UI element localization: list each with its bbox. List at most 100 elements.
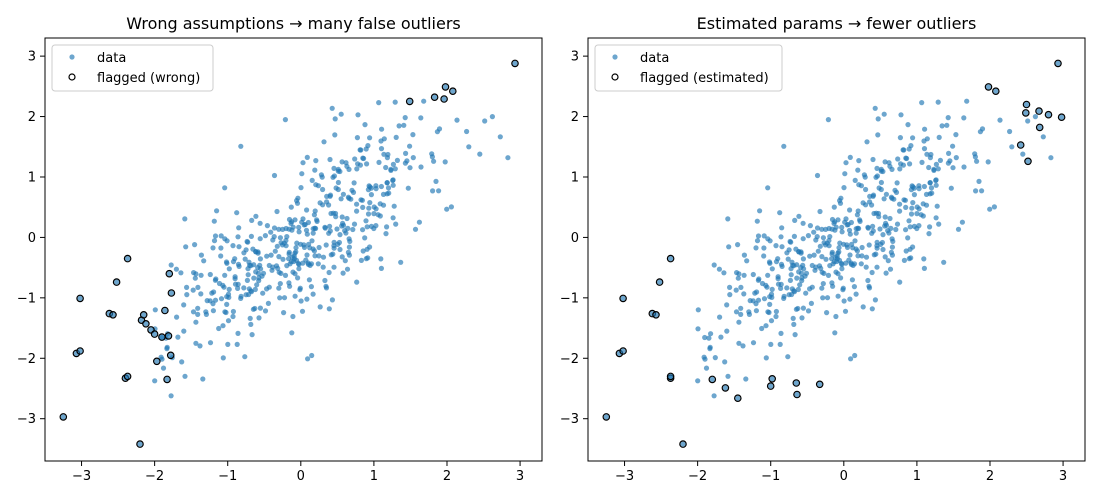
- data-point: [880, 246, 886, 253]
- data-point: [212, 297, 219, 303]
- data-point: [824, 295, 831, 301]
- data-point: [401, 122, 407, 128]
- flagged-point: [165, 269, 174, 278]
- data-point: [787, 277, 794, 283]
- data-point: [889, 244, 896, 250]
- data-point: [898, 161, 904, 167]
- data-point: [869, 202, 875, 208]
- data-point: [311, 212, 317, 218]
- data-point: [298, 185, 304, 191]
- data-point: [848, 356, 854, 362]
- data-point: [836, 245, 842, 251]
- flagged-point: [153, 357, 161, 366]
- data-point: [274, 243, 280, 249]
- data-point: [337, 232, 343, 238]
- data-point: [276, 254, 282, 260]
- data-point: [310, 291, 316, 297]
- data-point: [416, 219, 422, 225]
- data-point: [765, 185, 771, 191]
- data-point: [1040, 134, 1046, 140]
- data-point: [880, 232, 886, 238]
- data-point: [436, 126, 443, 132]
- data-point: [897, 279, 903, 285]
- right-data-points: [695, 98, 1054, 399]
- data-point: [926, 231, 932, 237]
- data-point: [304, 252, 310, 258]
- data-point: [290, 224, 296, 230]
- data-point: [466, 144, 472, 150]
- flagged-point-fill: [769, 376, 775, 382]
- data-point: [201, 258, 207, 264]
- flagged-point: [1057, 113, 1066, 122]
- data-point: [761, 233, 767, 239]
- data-point: [317, 304, 323, 310]
- data-point: [819, 254, 825, 260]
- data-point: [436, 188, 442, 194]
- data-point: [897, 166, 903, 172]
- data-point: [383, 164, 389, 171]
- data-point: [1009, 144, 1015, 150]
- data-point: [887, 163, 893, 169]
- data-point: [326, 306, 332, 312]
- data-point: [331, 173, 337, 179]
- data-point: [207, 340, 214, 346]
- data-point: [254, 282, 260, 288]
- data-point: [299, 219, 305, 225]
- data-point: [316, 244, 322, 251]
- data-point: [1032, 114, 1038, 120]
- y-tick-label: 2: [571, 110, 579, 125]
- data-point: [275, 265, 281, 271]
- data-point: [271, 172, 278, 179]
- right-panel: Estimated params → fewer outliers −3 −2 −1…: [560, 14, 1086, 484]
- x-tick-label: 2: [443, 469, 451, 484]
- data-point: [855, 225, 861, 231]
- data-point: [840, 287, 846, 293]
- data-point: [355, 161, 361, 167]
- data-point: [448, 204, 454, 210]
- data-point: [905, 235, 911, 241]
- data-point: [216, 280, 223, 287]
- data-point: [384, 180, 390, 186]
- x-tick-label: 3: [516, 469, 524, 484]
- data-point: [396, 123, 402, 129]
- data-point: [852, 352, 858, 359]
- data-point: [860, 304, 866, 310]
- data-point: [390, 177, 396, 183]
- data-point: [870, 223, 876, 229]
- data-point: [259, 273, 265, 279]
- data-point: [322, 277, 328, 284]
- data-point: [841, 185, 847, 191]
- data-point: [897, 135, 904, 141]
- data-point: [230, 243, 236, 249]
- data-point: [906, 218, 912, 224]
- data-point: [380, 202, 387, 208]
- data-point: [287, 283, 293, 289]
- data-point: [807, 223, 814, 229]
- data-point: [331, 243, 337, 249]
- data-point: [296, 229, 302, 235]
- y-tick-label: 3: [28, 50, 36, 65]
- data-point: [497, 134, 503, 140]
- data-point: [274, 208, 280, 215]
- data-point: [753, 245, 759, 251]
- data-point: [210, 245, 216, 251]
- data-point: [362, 235, 368, 241]
- data-point: [324, 193, 330, 199]
- flagged-point-fill: [680, 441, 686, 447]
- data-point: [909, 205, 915, 211]
- data-point: [855, 167, 861, 173]
- x-tick-label: −3: [72, 469, 91, 484]
- data-point: [373, 223, 379, 229]
- data-point: [911, 223, 918, 229]
- data-point: [331, 264, 337, 270]
- data-point: [354, 166, 360, 172]
- data-point: [858, 261, 864, 267]
- data-point: [768, 318, 775, 324]
- data-point: [344, 215, 350, 222]
- data-point: [778, 330, 784, 336]
- data-point: [773, 313, 779, 320]
- flagged-point-fill: [407, 98, 413, 104]
- data-point: [333, 185, 339, 191]
- data-point: [329, 297, 335, 303]
- data-point: [718, 334, 724, 340]
